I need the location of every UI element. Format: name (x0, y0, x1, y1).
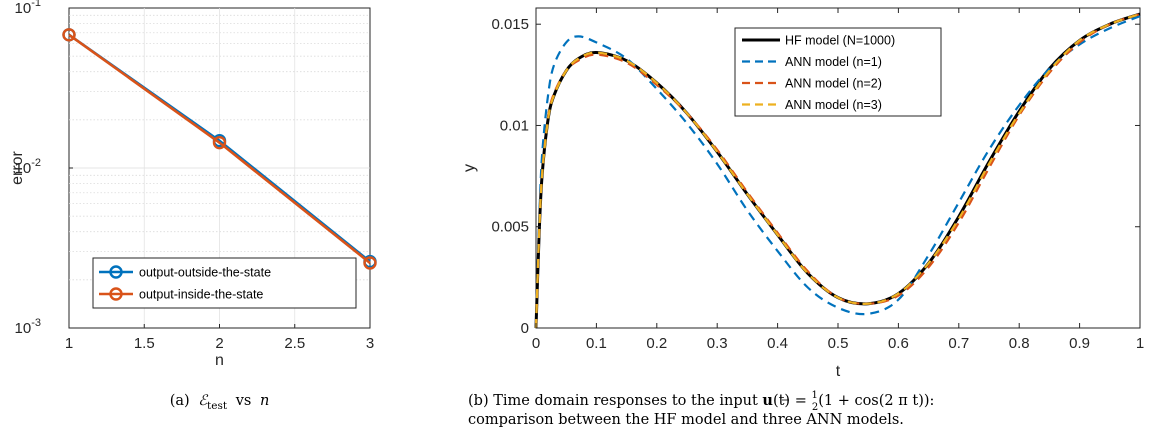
y-tick-label-b: 0.015 (491, 16, 529, 33)
legend-marker-a (109, 265, 123, 279)
legend-a: output-outside-the-state output-inside-th… (92, 257, 357, 309)
y-axis-label-b: y (461, 164, 478, 172)
caption-a: (a) ℰtest vs n (170, 393, 270, 413)
legend-box-a (92, 257, 357, 309)
time-response-chart: 0 0.1 0.2 0.3 0.4 0.5 0.6 0.7 0.8 0.9 1 0 0.005 0.01 0… (461, 7, 1144, 428)
series-marker-2 (62, 28, 76, 42)
x-tick-label-b: 0.1 (586, 335, 607, 352)
series-line-b-4 (534, 13, 1141, 329)
caption-a-symbol: ℰ (198, 393, 209, 409)
y-tick-label-a: 10-3 (15, 317, 41, 337)
caption-b-bold: u (762, 392, 773, 409)
x-tick-label-a: 3 (366, 335, 374, 352)
x-tick-label-b: 0.7 (948, 335, 969, 352)
y-tick-label-a: 10-2 (15, 157, 41, 177)
x-tick-label-a: 1.5 (134, 335, 155, 352)
x-axis-label-a: n (215, 352, 224, 369)
caption-b-mid: (t) = (773, 393, 812, 409)
x-tick-label-b: 0.5 (828, 335, 849, 352)
caption-b-frac-num: 1 (811, 390, 817, 401)
x-tick-label-b: 0.8 (1009, 335, 1030, 352)
ticks-a: 1 1.5 2 2.5 3 10-1 10-2 10-3 (15, 0, 375, 352)
x-tick-label-a: 2 (215, 335, 223, 352)
series-line-b-3 (534, 13, 1141, 329)
x-tick-label-b: 0.3 (707, 335, 728, 352)
legend-label-b: HF model (N=1000) (785, 34, 895, 48)
legend-b: HF model (N=1000) ANN model (n=1) ANN mode… (734, 27, 942, 117)
y-tick-label-b: 0.005 (491, 219, 529, 236)
x-tick-label-b: 0.9 (1069, 335, 1090, 352)
caption-b-line1: (b) Time domain responses to the input u… (468, 390, 934, 413)
caption-b-frac-den: 2 (812, 402, 818, 413)
x-tick-label-b: 0 (532, 335, 540, 352)
caption-b-suffix: (1 + cos(2 π t)): (818, 393, 934, 409)
caption-a-prefix: (a) (170, 393, 190, 409)
legend-label-b: ANN model (n=1) (785, 55, 882, 69)
y-axis-label-a: error (9, 150, 26, 184)
series-marker-2 (212, 135, 227, 150)
caption-b-prefix: (b) Time domain responses to the input (468, 393, 762, 409)
x-tick-label-b: 0.2 (646, 335, 667, 352)
series-group-b (534, 12, 1141, 329)
legend-marker-a (109, 287, 123, 301)
grid-a (69, 8, 370, 328)
caption-b-line2: comparison between the HF model and thre… (468, 412, 904, 428)
legend-label-a: output-outside-the-state (139, 266, 271, 280)
legend-label-a: output-inside-the-state (139, 288, 263, 302)
x-tick-label-a: 2.5 (284, 335, 305, 352)
legend-box-b (734, 27, 942, 117)
error-vs-n-chart: 1 1.5 2 2.5 3 10-1 10-2 10-3 n error output-out… (9, 0, 377, 413)
x-tick-label-b: 0.4 (767, 335, 788, 352)
x-axis-label-b: t (836, 363, 841, 380)
caption-a-var: n (260, 393, 269, 409)
series-marker-2 (363, 256, 377, 270)
ticks-b: 0 0.1 0.2 0.3 0.4 0.5 0.6 0.7 0.8 0.9 1 0 0.005 0.01 0… (491, 8, 1144, 352)
series-group-a (62, 28, 377, 270)
caption-a-subscript: test (207, 400, 228, 412)
y-tick-label-b: 0.01 (500, 117, 529, 134)
series-line-b-2 (534, 15, 1141, 329)
legend-label-b: ANN model (n=2) (785, 77, 882, 91)
series-line-2 (68, 33, 371, 264)
y-tick-label-b: 0 (521, 320, 529, 337)
y-tick-label-a: 10-1 (15, 0, 41, 17)
x-tick-label-b: 0.6 (888, 335, 909, 352)
legend-label-b: ANN model (n=3) (785, 98, 882, 112)
x-tick-label-b: 1 (1136, 335, 1144, 352)
caption-a-mid: vs (235, 393, 252, 409)
x-tick-label-a: 1 (65, 335, 73, 352)
